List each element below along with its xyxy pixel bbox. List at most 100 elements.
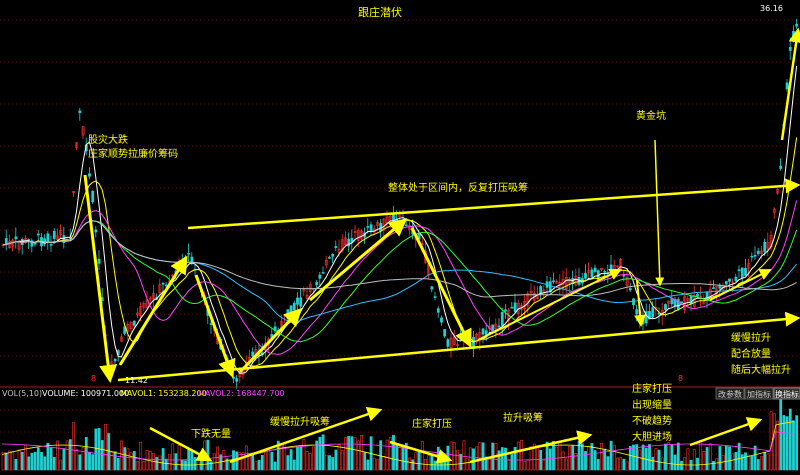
candle-body xyxy=(347,238,351,247)
candle-body xyxy=(568,279,571,284)
ma-line xyxy=(2,220,797,298)
volume-bar xyxy=(750,455,754,471)
volume-bar xyxy=(241,452,245,471)
volume-bar xyxy=(574,453,578,471)
candle-body xyxy=(526,293,530,307)
volume-bar xyxy=(276,440,280,471)
volume-bar xyxy=(683,457,687,471)
annotation-vol-drop: 下跌无量 xyxy=(191,427,231,440)
candle-body xyxy=(760,250,763,254)
volume-bar xyxy=(628,446,632,471)
annotation-vol-suppress: 庄家打压 xyxy=(412,417,452,430)
mavol1-line xyxy=(1,421,795,466)
volume-bar xyxy=(788,408,792,471)
volume-bar xyxy=(283,442,287,471)
volume-bar xyxy=(344,437,347,471)
volume-bar xyxy=(497,450,501,471)
volume-bar xyxy=(155,457,159,471)
candle-body xyxy=(404,224,408,227)
candle-body xyxy=(324,259,328,266)
candle-body xyxy=(737,269,741,271)
candle-body xyxy=(81,126,85,136)
volume-bar xyxy=(209,461,213,471)
candle-body xyxy=(491,324,495,331)
volume-bar xyxy=(62,448,66,471)
mavol1-value: MAVOL1: 153238.200 xyxy=(120,389,207,398)
candle-body xyxy=(529,290,533,294)
volume-bar xyxy=(388,436,392,471)
candle-body xyxy=(497,325,501,328)
volume-bar xyxy=(56,440,59,471)
volume-bar xyxy=(596,459,600,471)
candle-body xyxy=(408,225,411,230)
candle-body xyxy=(584,272,587,279)
volume-bar xyxy=(385,439,389,471)
volume-bar xyxy=(660,457,664,471)
candle-body xyxy=(379,222,383,232)
volume-bar xyxy=(728,446,731,471)
change-indicator-button[interactable]: 换指标 xyxy=(775,389,799,399)
candle-body xyxy=(792,30,795,38)
volume-bar xyxy=(593,450,597,471)
volume-bar xyxy=(731,453,735,471)
volume-bar xyxy=(100,440,104,471)
annotation-vol-shrink-1: 庄家打压 xyxy=(632,382,672,395)
candle-body xyxy=(548,281,552,292)
volume-bar xyxy=(488,458,491,471)
volume-bar xyxy=(779,397,783,471)
volume-bar xyxy=(244,445,248,471)
add-indicator-button[interactable]: 加指标 xyxy=(747,389,771,399)
volume-bar xyxy=(552,440,555,471)
button-frame-1[interactable] xyxy=(715,387,745,400)
candle-body xyxy=(750,255,754,258)
volume-bar xyxy=(654,448,658,471)
annotation-arrow xyxy=(410,227,472,348)
candle-body xyxy=(574,275,578,286)
volume-bar xyxy=(753,445,757,471)
volume-bar xyxy=(564,458,568,471)
volume-bar xyxy=(68,439,72,471)
volume-bar xyxy=(606,456,610,471)
volume-indicator-name: VOL(5,10) xyxy=(2,389,42,398)
candle-body xyxy=(731,281,735,284)
volume-bar xyxy=(30,452,34,471)
change-params-button[interactable]: 改参数 xyxy=(718,389,742,399)
volume-bar xyxy=(299,446,303,471)
candle-body xyxy=(507,309,511,322)
annotation-arrow xyxy=(117,311,800,382)
volume-bar xyxy=(673,454,677,471)
button-frame-3[interactable] xyxy=(773,387,800,400)
volume-bar xyxy=(686,448,690,471)
candle-body xyxy=(686,298,690,302)
volume-bar xyxy=(75,449,79,471)
candle-body xyxy=(251,351,255,357)
candle-body xyxy=(510,306,514,309)
volume-bar xyxy=(744,452,747,471)
candle-body xyxy=(299,297,303,307)
mavol2-line xyxy=(1,431,795,461)
price-high-label: 36.16 xyxy=(760,4,783,13)
candle-body xyxy=(302,289,306,292)
volume-bar xyxy=(59,459,63,471)
candle-body xyxy=(8,240,11,249)
candle-body xyxy=(30,240,34,247)
volume-bar xyxy=(94,428,98,471)
volume-bar xyxy=(334,449,338,471)
chart-title: 跟庄潜伏 xyxy=(358,5,402,19)
volume-bar xyxy=(113,451,117,471)
button-frame-2[interactable] xyxy=(744,387,774,400)
volume-bar xyxy=(196,461,200,471)
volume-bar xyxy=(456,450,459,471)
volume-bar xyxy=(529,446,533,471)
candle-body xyxy=(305,295,309,299)
candle-body xyxy=(603,271,607,273)
volume-bar xyxy=(603,448,607,471)
annotation-arrow xyxy=(477,269,622,341)
volume-bar xyxy=(225,458,229,471)
volume-bar xyxy=(347,436,351,471)
volume-bar xyxy=(622,458,626,471)
volume-bar xyxy=(308,453,312,471)
volume-bar xyxy=(708,443,712,471)
